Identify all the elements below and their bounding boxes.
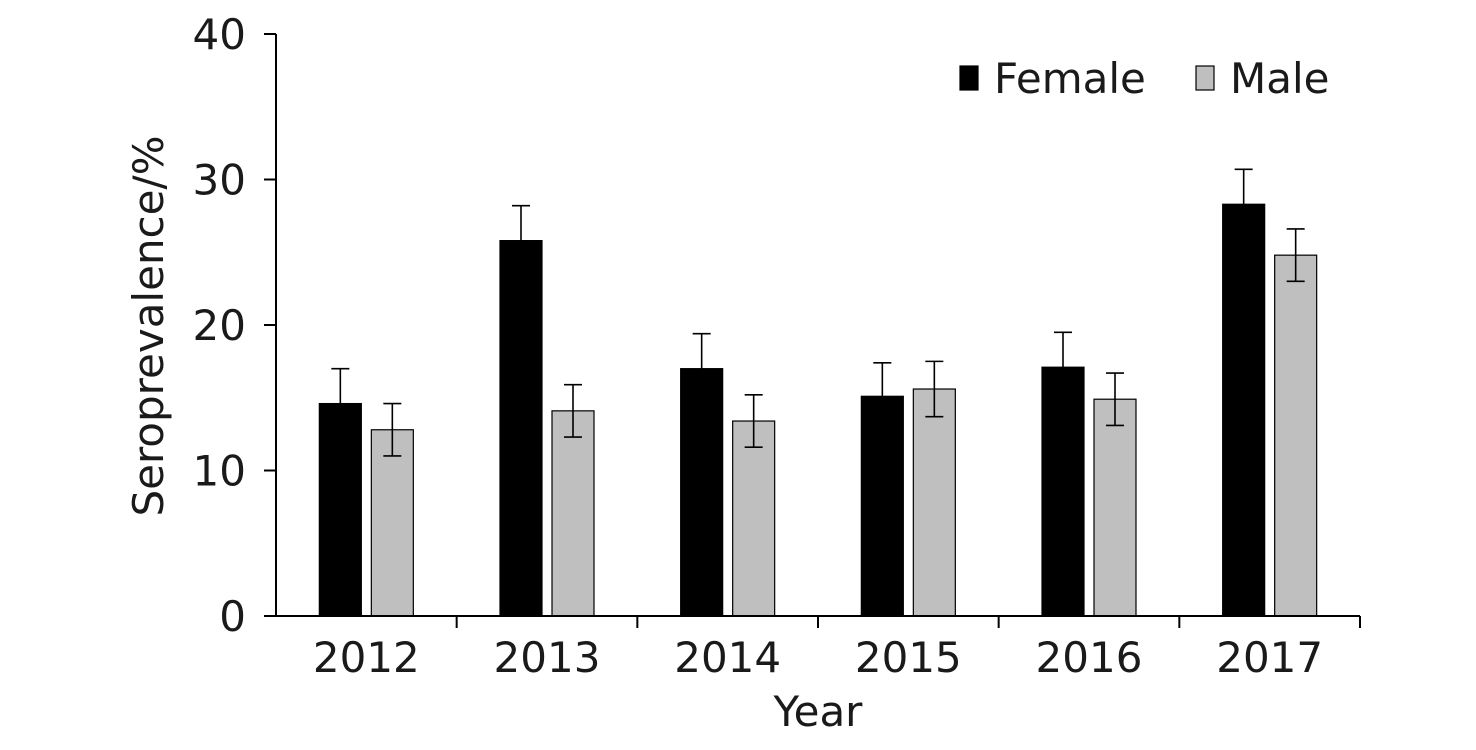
bar-female-2017 [1222,203,1266,617]
axes-layer [275,34,1360,617]
bars-layer [318,203,1318,617]
legend: Female Male [959,54,1329,103]
x-tick-label: 2013 [494,633,601,682]
bar-male-2015 [912,388,956,617]
bar-female-2014 [680,368,724,617]
y-tick-label: 10 [193,447,246,496]
bar-female-2013 [499,240,543,617]
bar-male-2016 [1093,398,1137,617]
legend-label-male: Male [1230,54,1329,103]
x-tick-label: 2015 [855,633,962,682]
legend-swatch-female [959,65,979,91]
y-tick-label: 0 [219,592,246,641]
bar-male-2017 [1274,254,1318,617]
y-ticks-layer: 0 10 20 30 40 [193,10,276,641]
legend-swatch-male [1195,65,1215,91]
bar-male-2012 [370,429,414,617]
error-bars-layer [331,168,1305,457]
x-tick-label: 2012 [313,633,420,682]
x-tick-label: 2017 [1216,633,1323,682]
bar-female-2015 [860,395,904,617]
x-ticks-layer: 2012 2013 2014 2015 2016 2017 [313,616,1361,682]
bar-male-2014 [732,420,776,617]
y-tick-label: 30 [193,156,246,205]
legend-label-female: Female [994,54,1146,103]
x-tick-label: 2014 [674,633,781,682]
bar-female-2016 [1041,366,1085,617]
x-axis-title: Year [773,687,864,736]
y-tick-label: 20 [193,301,246,350]
bar-male-2013 [551,410,595,617]
x-tick-label: 2016 [1036,633,1143,682]
y-axis-title: Seroprevalence/% [124,135,173,516]
y-tick-label: 40 [193,10,246,59]
